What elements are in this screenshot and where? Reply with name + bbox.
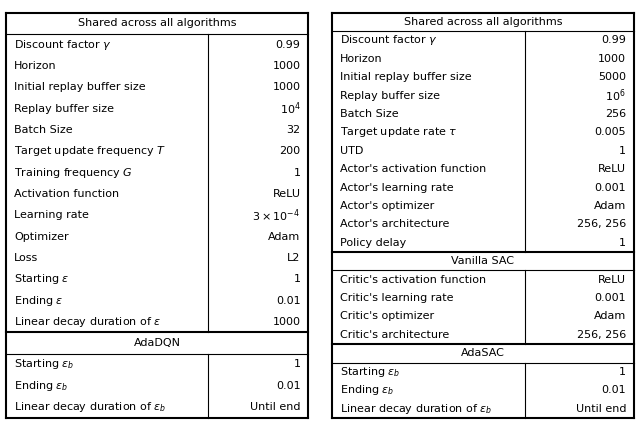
- Text: 0.01: 0.01: [276, 295, 300, 306]
- Text: $3 \times 10^{-4}$: $3 \times 10^{-4}$: [252, 207, 300, 224]
- Text: 0.01: 0.01: [276, 381, 300, 391]
- Text: 1000: 1000: [598, 54, 626, 64]
- Text: Replay buffer size: Replay buffer size: [14, 104, 114, 114]
- Text: 256: 256: [605, 109, 626, 119]
- Text: 0.99: 0.99: [276, 40, 300, 50]
- Text: Target update rate $\tau$: Target update rate $\tau$: [340, 125, 457, 139]
- Text: Replay buffer size: Replay buffer size: [340, 91, 440, 100]
- Text: 256, 256: 256, 256: [577, 219, 626, 230]
- Text: Learning rate: Learning rate: [14, 210, 89, 220]
- Text: AdaDQN: AdaDQN: [134, 338, 180, 348]
- Text: Horizon: Horizon: [340, 54, 382, 64]
- Text: 1000: 1000: [273, 317, 300, 327]
- Text: Actor's activation function: Actor's activation function: [340, 164, 486, 174]
- Text: Critic's architecture: Critic's architecture: [340, 330, 449, 340]
- Text: Batch Size: Batch Size: [340, 109, 398, 119]
- Text: 1: 1: [293, 168, 300, 178]
- Text: AdaSAC: AdaSAC: [461, 348, 505, 358]
- Text: Actor's learning rate: Actor's learning rate: [340, 183, 453, 192]
- Text: 1: 1: [619, 146, 626, 156]
- Text: Shared across all algorithms: Shared across all algorithms: [78, 18, 236, 28]
- Text: Loss: Loss: [14, 253, 38, 263]
- Text: Optimizer: Optimizer: [14, 232, 68, 241]
- Text: Initial replay buffer size: Initial replay buffer size: [340, 72, 471, 82]
- Text: Adam: Adam: [594, 311, 626, 322]
- Text: Batch Size: Batch Size: [14, 125, 72, 135]
- Text: Ending $\epsilon_b$: Ending $\epsilon_b$: [340, 383, 394, 397]
- Text: UTD: UTD: [340, 146, 363, 156]
- Text: Adam: Adam: [594, 201, 626, 211]
- Text: Discount factor $\gamma$: Discount factor $\gamma$: [340, 33, 437, 47]
- Text: Starting $\epsilon_b$: Starting $\epsilon_b$: [14, 357, 74, 371]
- Text: Target update frequency $T$: Target update frequency $T$: [14, 144, 166, 158]
- Text: 200: 200: [279, 146, 300, 156]
- Text: Policy delay: Policy delay: [340, 238, 406, 248]
- Text: Starting $\epsilon_b$: Starting $\epsilon_b$: [340, 365, 400, 379]
- Text: Linear decay duration of $\epsilon_b$: Linear decay duration of $\epsilon_b$: [14, 400, 166, 414]
- Text: Until end: Until end: [250, 402, 300, 412]
- Text: Horizon: Horizon: [14, 61, 56, 71]
- Text: 256, 256: 256, 256: [577, 330, 626, 340]
- Text: Training frequency $G$: Training frequency $G$: [14, 165, 132, 180]
- Text: 1: 1: [619, 367, 626, 377]
- Text: 0.001: 0.001: [595, 293, 626, 303]
- Text: $10^4$: $10^4$: [280, 100, 300, 117]
- Text: 0.001: 0.001: [595, 183, 626, 192]
- Text: Initial replay buffer size: Initial replay buffer size: [14, 82, 145, 92]
- Text: 1: 1: [619, 238, 626, 248]
- Text: Actor's optimizer: Actor's optimizer: [340, 201, 434, 211]
- Text: Activation function: Activation function: [14, 189, 119, 199]
- Text: 1000: 1000: [273, 82, 300, 92]
- Text: 0.99: 0.99: [601, 35, 626, 45]
- Text: Adam: Adam: [268, 232, 300, 241]
- Text: ReLU: ReLU: [598, 164, 626, 174]
- Text: Linear decay duration of $\epsilon_b$: Linear decay duration of $\epsilon_b$: [340, 402, 492, 416]
- Text: Critic's optimizer: Critic's optimizer: [340, 311, 434, 322]
- Text: $10^6$: $10^6$: [605, 87, 626, 104]
- Text: Starting $\epsilon$: Starting $\epsilon$: [14, 272, 70, 286]
- Text: ReLU: ReLU: [598, 275, 626, 285]
- Text: Actor's architecture: Actor's architecture: [340, 219, 449, 230]
- Text: Vanilla SAC: Vanilla SAC: [451, 256, 515, 266]
- Text: Shared across all algorithms: Shared across all algorithms: [404, 17, 562, 27]
- Text: Critic's activation function: Critic's activation function: [340, 275, 486, 285]
- Text: Discount factor $\gamma$: Discount factor $\gamma$: [14, 38, 111, 51]
- Text: 1000: 1000: [273, 61, 300, 71]
- Text: Critic's learning rate: Critic's learning rate: [340, 293, 453, 303]
- Text: Ending $\epsilon$: Ending $\epsilon$: [14, 294, 63, 308]
- Text: 5000: 5000: [598, 72, 626, 82]
- Text: Linear decay duration of $\epsilon$: Linear decay duration of $\epsilon$: [14, 315, 161, 329]
- Text: Ending $\epsilon_b$: Ending $\epsilon_b$: [14, 379, 68, 393]
- Text: ReLU: ReLU: [273, 189, 300, 199]
- Text: L2: L2: [287, 253, 300, 263]
- Text: 1: 1: [293, 360, 300, 370]
- Text: 1: 1: [293, 274, 300, 284]
- Text: 0.005: 0.005: [595, 127, 626, 137]
- Text: Until end: Until end: [575, 403, 626, 414]
- Text: 0.01: 0.01: [602, 385, 626, 395]
- Text: 32: 32: [286, 125, 300, 135]
